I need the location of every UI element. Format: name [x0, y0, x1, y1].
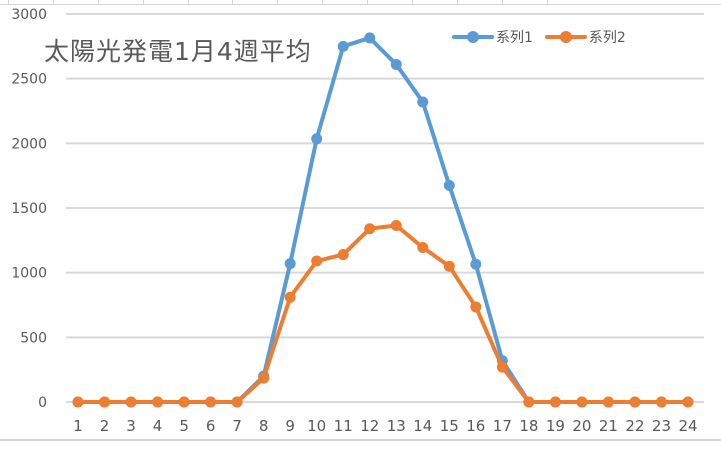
- x-tick-label: 23: [652, 417, 671, 435]
- data-point-marker[interactable]: [311, 133, 323, 145]
- data-point-marker[interactable]: [231, 396, 243, 408]
- y-tick-label: 1500: [11, 201, 47, 217]
- column-divider: [188, 0, 189, 4]
- column-divider: [322, 0, 323, 4]
- data-point-marker[interactable]: [284, 258, 296, 270]
- data-point-marker[interactable]: [337, 249, 349, 261]
- column-divider: [502, 0, 503, 4]
- x-tick-label: 18: [519, 417, 538, 435]
- data-point-marker[interactable]: [629, 396, 641, 408]
- column-divider: [143, 0, 144, 4]
- series-line: [76, 35, 690, 404]
- x-tick-label: 10: [307, 417, 326, 435]
- data-point-marker[interactable]: [549, 396, 561, 408]
- legend-item-series2[interactable]: 系列2: [544, 27, 626, 47]
- chart-title: 太陽光発電1月4週平均: [44, 37, 312, 66]
- x-tick-label: 22: [625, 417, 644, 435]
- x-tick-label: 5: [179, 417, 189, 435]
- data-point-marker[interactable]: [337, 40, 349, 52]
- column-divider: [98, 0, 99, 4]
- data-point-marker[interactable]: [284, 291, 296, 303]
- data-point-marker[interactable]: [99, 396, 111, 408]
- legend-label: 系列2: [588, 30, 626, 46]
- data-point-marker[interactable]: [682, 396, 694, 408]
- data-point-marker[interactable]: [417, 96, 429, 108]
- x-tick-label: 7: [232, 417, 242, 435]
- data-point-marker[interactable]: [523, 396, 535, 408]
- column-divider: [53, 0, 54, 4]
- data-point-marker[interactable]: [364, 32, 376, 44]
- column-divider: [457, 0, 458, 4]
- x-tick-label: 12: [360, 417, 379, 435]
- x-tick-label: 2: [100, 417, 110, 435]
- column-divider: [232, 0, 233, 4]
- data-point-marker[interactable]: [602, 396, 614, 408]
- legend-item-series1[interactable]: 系列1: [452, 27, 533, 47]
- data-point-marker[interactable]: [72, 396, 84, 408]
- y-axis-labels: 0 500 1000 1500 2000 2500 3000: [11, 7, 47, 411]
- data-point-marker[interactable]: [125, 396, 137, 408]
- data-point-marker[interactable]: [655, 396, 667, 408]
- spreadsheet-bottom-border: [0, 439, 721, 449]
- series-lines: [72, 32, 694, 408]
- data-point-marker[interactable]: [178, 396, 190, 408]
- x-tick-label: 3: [126, 417, 136, 435]
- column-divider: [547, 0, 548, 4]
- x-axis-labels: 1 2 3 4 5 6 7 8 9 10 11 12 13 14 15 16 17 18 19 20 21 22 23 24: [73, 417, 697, 435]
- column-divider: [412, 0, 413, 4]
- legend-label: 系列1: [496, 30, 533, 46]
- y-tick-label: 1000: [11, 266, 47, 282]
- data-point-marker[interactable]: [417, 241, 429, 253]
- x-tick-label: 15: [440, 417, 459, 435]
- y-tick-label: 500: [20, 330, 47, 346]
- data-point-marker[interactable]: [311, 255, 323, 267]
- data-point-marker[interactable]: [390, 219, 402, 231]
- x-tick-label: 16: [466, 417, 485, 435]
- data-point-marker[interactable]: [152, 396, 164, 408]
- x-tick-label: 24: [678, 417, 697, 435]
- y-tick-label: 2000: [11, 136, 47, 152]
- x-tick-label: 19: [546, 417, 565, 435]
- x-tick-label: 11: [334, 417, 353, 435]
- x-tick-label: 20: [572, 417, 591, 435]
- column-divider: [8, 0, 9, 4]
- data-point-marker[interactable]: [470, 258, 482, 270]
- x-tick-label: 14: [413, 417, 432, 435]
- legend-line-marker-icon: [452, 31, 494, 43]
- data-point-marker[interactable]: [364, 223, 376, 235]
- x-tick-label: 4: [153, 417, 163, 435]
- x-tick-label: 21: [599, 417, 618, 435]
- legend-line-marker-icon: [544, 31, 587, 43]
- y-tick-label: 0: [38, 395, 47, 411]
- x-tick-label: 13: [387, 417, 406, 435]
- chart-legend[interactable]: 系列1 系列2: [452, 27, 638, 47]
- data-point-marker[interactable]: [443, 179, 455, 191]
- x-tick-label: 6: [206, 417, 216, 435]
- column-divider: [367, 0, 368, 4]
- x-tick-label: 1: [73, 417, 83, 435]
- data-point-marker[interactable]: [470, 301, 482, 313]
- x-tick-label: 17: [493, 417, 512, 435]
- data-point-marker[interactable]: [576, 396, 588, 408]
- data-point-marker[interactable]: [496, 361, 508, 373]
- x-tick-label: 8: [259, 417, 269, 435]
- data-point-marker[interactable]: [258, 372, 270, 384]
- series-line: [76, 223, 690, 404]
- y-tick-label: 2500: [11, 72, 47, 88]
- data-point-marker[interactable]: [443, 260, 455, 272]
- data-point-marker[interactable]: [205, 396, 217, 408]
- spreadsheet-top-border: [0, 0, 721, 5]
- x-tick-label: 9: [285, 417, 295, 435]
- column-divider: [277, 0, 278, 4]
- data-point-marker[interactable]: [390, 58, 402, 70]
- gridlines: [66, 13, 704, 403]
- y-tick-label: 3000: [11, 7, 47, 23]
